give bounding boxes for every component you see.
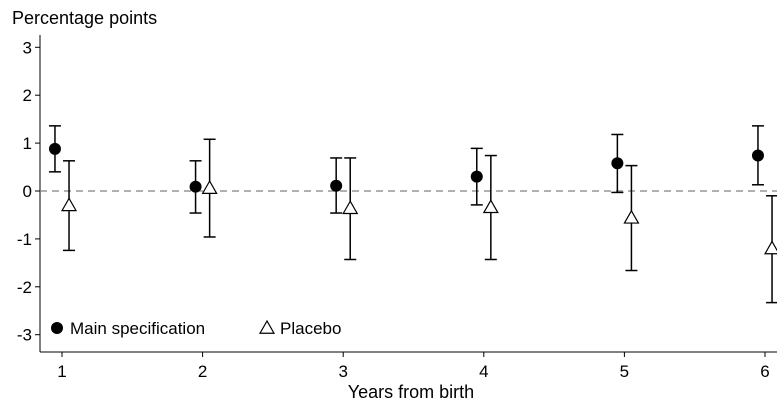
data-point	[623, 209, 640, 224]
plot-area: 3 2 1 0 -1 -2 -3 1 2 3 4 5 6 Main specification Placeb…	[17, 35, 777, 381]
y-tick-label: -2	[17, 278, 32, 297]
data-point	[751, 149, 764, 162]
x-tick-label: 4	[479, 362, 488, 381]
legend-item: Main specification	[51, 319, 205, 338]
data-point	[330, 179, 343, 192]
legend-label: Placebo	[280, 319, 341, 338]
legend-label: Main specification	[70, 319, 205, 338]
y-tick-label: 1	[23, 134, 32, 153]
y-tick-label: 3	[23, 38, 32, 57]
series-main-specification	[48, 125, 764, 214]
x-tick-label: 1	[57, 362, 66, 381]
data-point	[60, 197, 78, 212]
y-axis-title: Percentage points	[12, 8, 157, 28]
data-point	[342, 200, 359, 215]
data-point	[763, 240, 777, 255]
y-tick-label: 2	[23, 86, 32, 105]
legend-circle-icon	[51, 322, 63, 334]
data-point	[48, 142, 61, 155]
data-point	[189, 180, 202, 193]
y-tick-label: -3	[17, 326, 32, 345]
data-point	[470, 170, 483, 183]
x-tick-label: 5	[620, 362, 629, 381]
x-tick-label: 2	[198, 362, 207, 381]
x-tick-label: 6	[760, 362, 769, 381]
x-axis-title: Years from birth	[348, 382, 474, 402]
series-placebo	[60, 138, 777, 304]
data-point	[201, 179, 218, 194]
data-point	[482, 199, 499, 214]
legend-triangle-icon	[258, 319, 276, 334]
legend: Main specification Placebo	[51, 319, 341, 338]
y-tick-label: -1	[17, 230, 32, 249]
y-tick-label: 0	[23, 182, 32, 201]
data-point	[611, 157, 624, 170]
legend-item: Placebo	[258, 319, 341, 338]
x-tick-label: 3	[338, 362, 347, 381]
